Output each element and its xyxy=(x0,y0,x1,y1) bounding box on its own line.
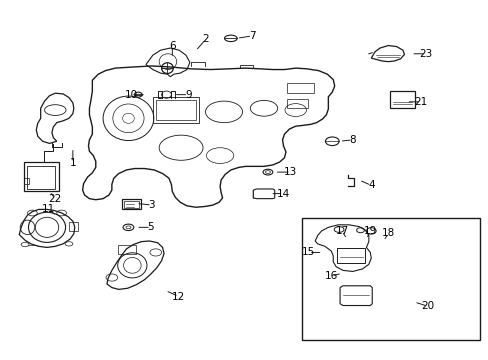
Text: 4: 4 xyxy=(367,180,374,190)
Text: 22: 22 xyxy=(49,194,62,204)
Text: 9: 9 xyxy=(185,90,191,100)
Bar xyxy=(156,100,195,121)
Text: 23: 23 xyxy=(418,49,431,59)
Bar xyxy=(24,178,29,184)
Text: 13: 13 xyxy=(284,167,297,177)
Text: 17: 17 xyxy=(335,226,348,236)
Bar xyxy=(336,248,365,263)
Text: 21: 21 xyxy=(413,97,427,107)
Text: 16: 16 xyxy=(324,271,337,281)
Bar xyxy=(123,201,139,208)
Text: 10: 10 xyxy=(124,90,138,100)
Text: 18: 18 xyxy=(382,228,395,238)
Text: 11: 11 xyxy=(42,204,55,215)
Text: 12: 12 xyxy=(172,292,185,302)
Text: 15: 15 xyxy=(302,247,315,257)
Text: 3: 3 xyxy=(148,200,155,210)
Bar xyxy=(302,218,479,339)
Bar xyxy=(122,199,141,210)
Text: 7: 7 xyxy=(248,31,255,41)
Text: 2: 2 xyxy=(202,35,208,44)
Bar xyxy=(287,99,307,108)
Bar xyxy=(287,83,314,93)
Bar xyxy=(389,91,414,108)
Text: 5: 5 xyxy=(147,222,154,232)
Bar xyxy=(69,222,78,231)
Text: 6: 6 xyxy=(169,41,175,50)
Text: 1: 1 xyxy=(69,158,76,168)
Text: 8: 8 xyxy=(349,135,355,145)
Text: 20: 20 xyxy=(421,301,433,311)
Text: 19: 19 xyxy=(363,226,376,236)
Text: 14: 14 xyxy=(276,189,289,199)
Bar xyxy=(24,162,59,192)
Bar xyxy=(27,166,55,189)
Bar xyxy=(153,97,199,123)
Bar xyxy=(118,244,136,253)
